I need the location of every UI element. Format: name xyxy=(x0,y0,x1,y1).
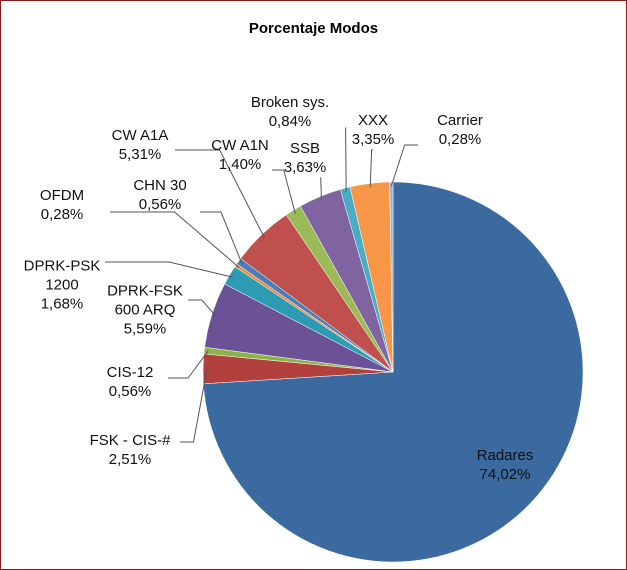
value-label: 0,28% xyxy=(438,131,482,148)
data-label: DPRK-PSK 1200 1,68% xyxy=(24,257,101,314)
category-label: CW A1A xyxy=(111,127,169,144)
value-label: 0,84% xyxy=(268,113,312,130)
value-label: 3,63% xyxy=(283,159,327,176)
leader-line xyxy=(175,149,265,238)
value-label: 5,31% xyxy=(118,146,162,163)
category-label: Broken sys. xyxy=(250,94,330,111)
category-label: XXX xyxy=(357,112,389,129)
leader-line xyxy=(105,261,234,278)
data-label: Carrier 0,28% xyxy=(437,111,483,149)
data-label: CW A1A 5,31% xyxy=(112,126,169,164)
value-label: 0,56% xyxy=(138,196,182,213)
leader-line xyxy=(390,144,418,187)
category-label: DPRK-PSK 1200 xyxy=(23,257,101,294)
category-label: CW A1N xyxy=(211,137,269,154)
leader-line xyxy=(180,368,208,443)
data-label: OFDM 0,28% xyxy=(40,186,84,224)
leader-line xyxy=(320,177,322,201)
category-label: CHN 30 xyxy=(133,177,187,194)
data-label: Radares 74,02% xyxy=(477,446,534,484)
category-label: SSB xyxy=(289,140,321,157)
data-label: CW A1N 1,40% xyxy=(211,136,269,174)
category-label: Carrier xyxy=(437,112,483,129)
value-label: 74,02% xyxy=(479,466,531,483)
value-label: 3,35% xyxy=(351,131,395,148)
leader-line xyxy=(369,149,373,188)
leader-line xyxy=(110,211,240,268)
value-label: 0,56% xyxy=(108,383,152,400)
category-label: CIS-12 xyxy=(106,364,154,381)
chart-title: Porcentaje Modos xyxy=(248,20,379,37)
data-label: DPRK-FSK 600 ARQ 5,59% xyxy=(107,282,183,339)
data-label: XXX 3,35% xyxy=(352,111,395,149)
value-label: 1,68% xyxy=(40,295,84,313)
leader-line xyxy=(188,299,217,317)
category-label: OFDM xyxy=(39,187,85,204)
data-label: CHN 30 0,56% xyxy=(133,176,186,214)
category-label: DPRK-FSK 600 ARQ xyxy=(107,282,183,319)
value-label: 2,51% xyxy=(108,451,152,468)
category-label: FSK - CIS-# xyxy=(89,432,171,449)
leader-line xyxy=(345,127,347,192)
data-label: CIS-12 0,56% xyxy=(107,363,154,401)
leader-line xyxy=(272,169,296,214)
value-label: 5,59% xyxy=(123,320,167,338)
leader-line xyxy=(168,350,209,379)
data-label: SSB 3,63% xyxy=(284,139,327,177)
value-label: 0,28% xyxy=(40,206,84,223)
leader-line xyxy=(200,211,243,264)
data-label: FSK - CIS-# 2,51% xyxy=(90,431,171,469)
value-label: 1,40% xyxy=(218,156,262,173)
data-label: Broken sys. 0,84% xyxy=(251,93,329,131)
category-label: Radares xyxy=(476,447,534,464)
